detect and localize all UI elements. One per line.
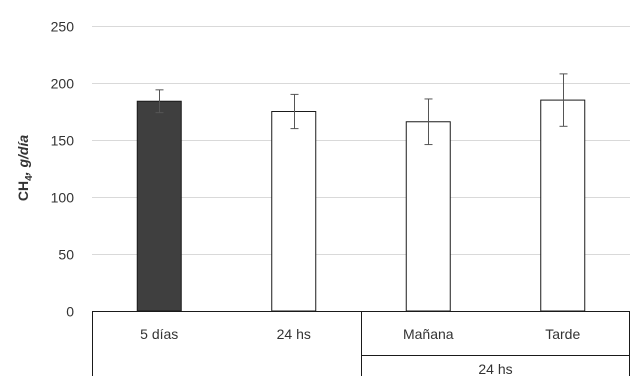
y-axis-title-rest: , g/día	[15, 135, 31, 177]
x-tick-label: 24 hs	[277, 326, 311, 342]
y-tick-label: 200	[51, 76, 75, 92]
x-tick-label: Mañana	[403, 326, 454, 342]
x-group-label: 24 hs	[478, 361, 512, 376]
bar	[271, 111, 317, 312]
error-bar	[559, 73, 568, 127]
y-tick-label: 50	[58, 247, 74, 263]
y-tick-label: 0	[66, 304, 74, 320]
error-bar	[290, 93, 299, 130]
error-bars	[155, 73, 568, 146]
bars	[136, 99, 586, 312]
y-tick-label: 150	[51, 133, 75, 149]
x-tick-label: 5 días	[140, 326, 178, 342]
y-axis-title-base: CH	[15, 181, 31, 201]
bar	[405, 121, 451, 312]
y-tick-labels: 0 50 100 150 200 250	[51, 19, 75, 320]
bar	[540, 99, 586, 312]
bar	[136, 100, 182, 312]
error-bar	[424, 98, 433, 146]
x-tick-label: Tarde	[545, 326, 580, 342]
error-bar	[155, 89, 164, 114]
category-axis: 5 días 24 hs Mañana Tarde 24 hs	[92, 311, 630, 376]
y-axis-title: CH4, g/día	[15, 135, 35, 201]
y-axis-title-subscript: 4	[24, 175, 35, 181]
y-tick-label: 250	[51, 19, 75, 35]
y-tick-label: 100	[51, 190, 75, 206]
